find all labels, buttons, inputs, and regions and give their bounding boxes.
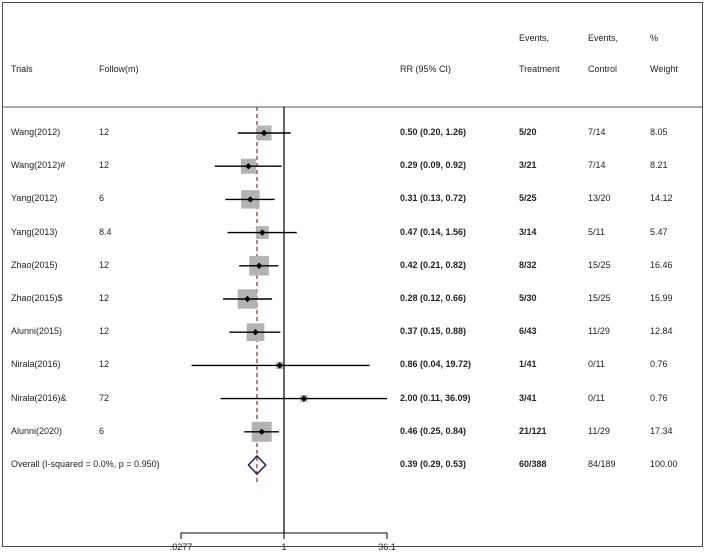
overall-label: Overall (I-squared = 0.0%, p = 0.950) <box>11 459 160 469</box>
trial-name: Alunni(2020) <box>11 425 63 436</box>
header-weight-line2: Weight <box>650 64 678 74</box>
study-point-estimate <box>259 229 266 236</box>
events-treatment: 5/25 <box>519 193 537 204</box>
rr-ci-value: 0.28 (0.12, 0.66) <box>400 293 467 303</box>
trial-name: Nirala(2016) <box>11 359 61 370</box>
overall-diamond <box>247 454 267 476</box>
events-treatment: 3/41 <box>519 392 537 403</box>
study-point-estimate <box>258 428 265 435</box>
events-control: 0/11 <box>588 359 605 370</box>
weight-percent: 5.47 <box>650 226 668 237</box>
weight-percent: 8.05 <box>650 127 668 137</box>
events-control: 11/29 <box>588 326 610 337</box>
rr-ci-value: 2.00 (0.11, 36.09) <box>400 392 471 403</box>
events-control: 0/11 <box>588 392 605 403</box>
events-control: 7/14 <box>588 160 606 171</box>
follow-months: 12 <box>99 127 110 137</box>
study-point-estimate <box>247 196 254 203</box>
weight-percent: 15.99 <box>650 293 673 303</box>
events-treatment: 3/21 <box>519 160 537 171</box>
overall-events-control: 84/189 <box>588 459 616 469</box>
rr-ci-value: 0.46 (0.25, 0.84) <box>400 425 467 436</box>
weight-percent: 0.76 <box>650 392 668 403</box>
follow-months: 8.4 <box>99 226 112 237</box>
weight-percent: 8.21 <box>650 160 668 171</box>
overall-rr-ci-value: 0.39 (0.29, 0.53) <box>400 459 467 469</box>
study-point-estimate <box>276 362 283 369</box>
events-control: 15/25 <box>588 293 611 303</box>
rr-ci-value: 0.42 (0.21, 0.82) <box>400 259 467 270</box>
follow-months: 6 <box>99 425 105 436</box>
rr-ci-value: 0.31 (0.13, 0.72) <box>400 193 467 204</box>
events-control: 11/29 <box>588 425 610 436</box>
rr-ci-value: 0.37 (0.15, 0.88) <box>400 326 467 337</box>
forest-plot-frame <box>2 2 703 547</box>
follow-months: 12 <box>99 326 110 337</box>
follow-months: 12 <box>99 359 110 370</box>
study-point-estimate <box>260 129 268 137</box>
header-weight-line1: % <box>650 33 659 43</box>
events-control: 15/25 <box>588 259 611 270</box>
weight-percent: 12.84 <box>650 326 673 337</box>
weight-percent: 17.34 <box>650 425 673 436</box>
overall-events-treatment: 60/388 <box>519 459 547 469</box>
x-tick-label: 36.1 <box>378 542 396 552</box>
events-treatment: 5/30 <box>519 293 537 303</box>
weight-percent: 0.76 <box>650 359 668 370</box>
trial-name: Wang(2012) <box>11 127 61 137</box>
follow-months: 12 <box>99 160 110 171</box>
study-point-estimate <box>244 295 251 303</box>
study-point-estimate <box>300 395 308 402</box>
overall-weight-percent: 100.00 <box>650 459 678 469</box>
events-treatment: 3/14 <box>519 226 537 237</box>
follow-months: 12 <box>99 293 110 303</box>
follow-months: 6 <box>99 193 105 204</box>
trial-name: Yang(2012) <box>11 193 58 204</box>
events-treatment: 21/121 <box>519 425 547 436</box>
events-treatment: 5/20 <box>519 127 537 137</box>
weight-percent: 16.46 <box>650 259 673 270</box>
header-events-treatment-line2: Treatment <box>519 64 560 74</box>
study-point-estimate <box>255 262 263 269</box>
header-rr: RR (95% CI) <box>400 64 452 74</box>
header-events-control-line2: Control <box>588 64 618 74</box>
trial-name: Wang(2012)# <box>11 160 66 171</box>
events-control: 5/11 <box>588 226 605 237</box>
trial-name: Alunni(2015) <box>11 326 63 337</box>
header-trials: Trials <box>11 64 33 74</box>
rr-ci-value: 0.50 (0.20, 1.26) <box>400 127 467 137</box>
header-events-treatment-line1: Events, <box>519 33 550 43</box>
events-treatment: 1/41 <box>519 359 537 370</box>
header-follow: Follow(m) <box>99 64 139 74</box>
trial-name: Zhao(2015) <box>11 259 58 270</box>
follow-months: 72 <box>99 392 110 403</box>
study-point-estimate <box>245 163 252 170</box>
x-tick-label: 1 <box>281 542 286 552</box>
header-events-control-line1: Events, <box>588 33 619 43</box>
follow-months: 12 <box>99 259 110 270</box>
events-treatment: 8/32 <box>519 259 537 270</box>
rr-ci-value: 0.29 (0.09, 0.92) <box>400 160 467 171</box>
trial-name: Yang(2013) <box>11 226 58 237</box>
weight-percent: 14.12 <box>650 193 673 204</box>
study-point-estimate <box>252 329 259 336</box>
events-control: 13/20 <box>588 193 611 204</box>
trial-name: Nirala(2016)& <box>11 392 67 403</box>
rr-ci-value: 0.86 (0.04, 19.72) <box>400 359 472 370</box>
events-control: 7/14 <box>588 127 606 137</box>
events-treatment: 6/43 <box>519 326 537 337</box>
x-tick-label: .0277 <box>170 542 193 552</box>
rr-ci-value: 0.47 (0.14, 1.56) <box>400 226 467 237</box>
trial-name: Zhao(2015)$ <box>11 293 63 303</box>
